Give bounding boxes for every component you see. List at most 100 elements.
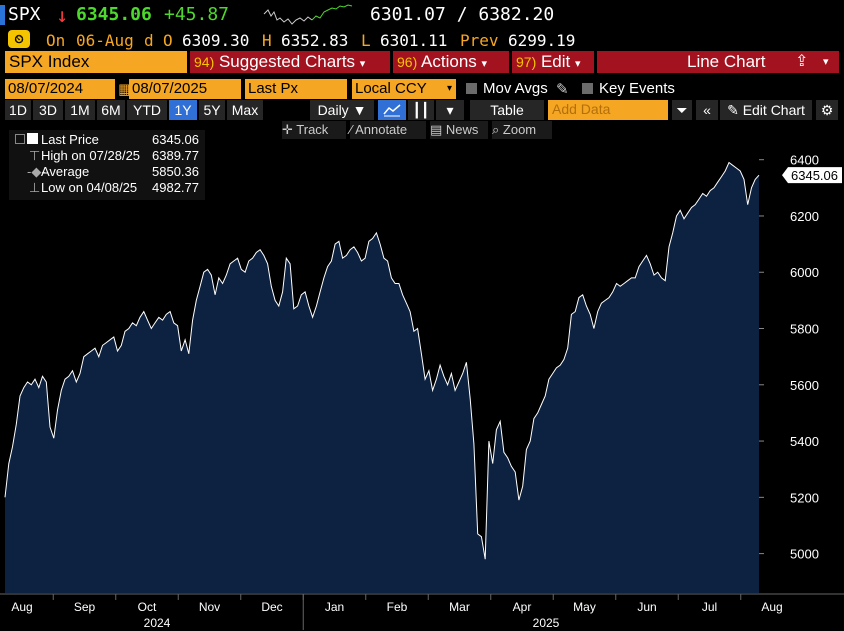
track-button[interactable]: ✛ Track <box>282 121 346 139</box>
net-change: +45.87 <box>164 4 230 25</box>
low-marker-icon: ⊥ <box>29 180 41 195</box>
quote-date: 06-Aug <box>76 31 134 50</box>
field-select[interactable]: Last Px <box>245 79 347 99</box>
period-button-1d[interactable]: 1D <box>5 100 31 120</box>
calendar-icon[interactable]: ▦ <box>118 81 133 98</box>
collapse-icon[interactable]: « <box>696 100 718 120</box>
legend-low: ⊥ Low on 04/08/25 4982.77 <box>9 180 205 196</box>
low-label: L <box>361 31 371 50</box>
x-tick-label: Aug <box>11 600 32 614</box>
zoom-label: Zoom <box>502 122 537 137</box>
collapse-box-icon[interactable] <box>15 134 25 144</box>
legend-name: Average <box>41 164 90 179</box>
end-date: 08/07/2025 <box>132 80 208 97</box>
quote-detail-bar: ⏲ On 06-Aug d O 6309.30 H 6352.83 L 6301… <box>0 28 844 50</box>
last-value-label: 6345.06 <box>791 168 838 183</box>
command-menu: SPX Index 94) Suggested Charts ▾ 96) Act… <box>0 51 844 73</box>
gear-icon[interactable]: ⚙ <box>816 100 838 120</box>
pencil-icon: ✎ <box>727 102 739 118</box>
x-tick-label: Oct <box>138 600 157 614</box>
low-value: 6301.11 <box>380 31 448 50</box>
period-button-ytd[interactable]: YTD <box>127 100 167 120</box>
period-button-max[interactable]: Max <box>227 100 263 120</box>
chevron-down-icon: ▾ <box>446 83 452 94</box>
legend-value: 5850.36 <box>152 164 199 179</box>
suggested-label: Suggested Charts <box>218 52 356 71</box>
legend-value: 4982.77 <box>152 180 199 195</box>
zoom-button[interactable]: ⌕ Zoom <box>492 121 552 139</box>
chart-tools: ✛ Track ⁄ Annotate ▤ News ⌕ Zoom <box>0 121 844 139</box>
x-tick-label: Dec <box>261 600 282 614</box>
chevron-down-icon: ▾ <box>481 58 488 70</box>
mov-avgs-checkbox[interactable] <box>466 83 477 94</box>
filter-icon[interactable]: ⏷ <box>672 100 692 120</box>
bar-chart-icon[interactable]: ┃┃ <box>408 100 434 120</box>
end-date-field[interactable]: 08/07/2025 <box>129 79 241 99</box>
currency-select[interactable]: Local CCY ▾ <box>352 79 456 99</box>
annotate-button[interactable]: ⁄ Annotate <box>350 121 426 139</box>
swatch-icon <box>27 133 38 144</box>
key-events-checkbox[interactable] <box>582 83 593 94</box>
period-button-1y[interactable]: 1Y <box>169 100 197 120</box>
currency-label: Local CCY <box>355 80 427 97</box>
legend-value: 6345.06 <box>152 132 199 147</box>
edit-chart-button[interactable]: ✎ Edit Chart <box>720 100 812 120</box>
x-tick-label: Feb <box>387 600 408 614</box>
price-line <box>4 161 760 560</box>
actions-menu[interactable]: 96) Actions ▾ <box>393 51 509 73</box>
start-date: 08/07/2024 <box>8 80 84 97</box>
chart-params: 08/07/2024 ▦ - 08/07/2025 Last Px Local … <box>0 79 844 99</box>
ticker[interactable]: SPX <box>8 4 41 25</box>
zoom-icon: ⌕ <box>492 122 503 137</box>
period-button-5y[interactable]: 5Y <box>199 100 225 120</box>
pencil-icon[interactable]: ✎ <box>556 81 569 98</box>
frequency-select[interactable]: Daily ▼ <box>310 100 374 120</box>
chart-type-menu[interactable]: Line Chart ⇪ ▾ <box>597 51 839 73</box>
sparkline-icon <box>263 4 353 25</box>
chevron-down-icon: ▾ <box>823 56 829 68</box>
period-label: YTD <box>133 102 161 118</box>
x-tick-label: Aug <box>761 600 782 614</box>
export-icon[interactable]: ⇪ <box>795 53 809 70</box>
high-marker-icon: ⊤ <box>29 148 41 163</box>
prev-value: 6299.19 <box>508 31 576 50</box>
edit-menu[interactable]: 97) Edit ▾ <box>512 51 594 73</box>
period-label: 1D <box>9 102 27 118</box>
year-label: 2025 <box>533 616 560 630</box>
d-label: d <box>144 31 154 50</box>
period-label: Max <box>231 102 259 118</box>
prev-label: Prev <box>460 31 499 50</box>
x-tick-label: Apr <box>513 600 532 614</box>
chart-type-label: Line Chart <box>687 52 766 71</box>
open-value: 6309.30 <box>182 31 250 50</box>
period-label: 3D <box>39 102 57 118</box>
security-field[interactable]: SPX Index <box>5 51 187 73</box>
chevron-down-icon[interactable]: ▾ <box>436 100 464 120</box>
news-button[interactable]: ▤ News <box>430 121 488 139</box>
annotate-icon: ⁄ <box>350 122 356 137</box>
period-button-1m[interactable]: 1M <box>65 100 95 120</box>
year-label: 2024 <box>144 616 171 630</box>
legend-name: High on 07/28/25 <box>41 148 141 163</box>
y-tick-label: 5600 <box>790 378 819 393</box>
field-label: Last Px <box>248 80 299 97</box>
x-tick-label: Nov <box>199 600 220 614</box>
news-label: News <box>445 122 479 137</box>
table-button[interactable]: Table <box>470 100 544 120</box>
timer-icon[interactable]: ⏲ <box>8 30 30 48</box>
period-label: 5Y <box>203 102 221 118</box>
add-data-input[interactable]: Add Data <box>548 100 668 120</box>
down-arrow-icon: ↓ <box>56 3 69 27</box>
x-tick-label: Jul <box>702 600 717 614</box>
suggested-charts-menu[interactable]: 94) Suggested Charts ▾ <box>190 51 390 73</box>
actions-number: 96) <box>397 54 418 70</box>
period-button-6m[interactable]: 6M <box>97 100 125 120</box>
edit-chart-label: Edit Chart <box>742 102 805 118</box>
period-button-3d[interactable]: 3D <box>33 100 63 120</box>
line-chart-icon[interactable] <box>378 100 406 120</box>
y-tick-label: 5400 <box>790 434 819 449</box>
start-date-field[interactable]: 08/07/2024 <box>5 79 115 99</box>
x-tick-label: Jun <box>637 600 656 614</box>
suggested-number: 94) <box>194 54 215 70</box>
